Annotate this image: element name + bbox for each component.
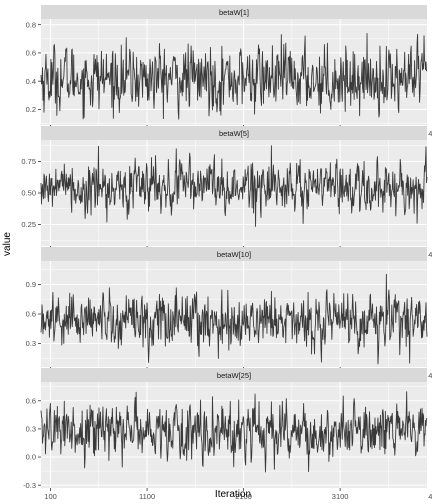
facet-strip-label: betaW[1]: [219, 8, 249, 17]
y-tick-label: -0.3: [23, 481, 36, 490]
x-tick-label: 2100: [235, 492, 252, 501]
facet-strip: [41, 247, 427, 261]
trace-line: [40, 32, 428, 120]
x-tick-label: 3100: [332, 492, 349, 501]
x-tick-label: 4100: [428, 250, 432, 259]
trace-line: [40, 273, 428, 365]
facet-strip-label: betaW[5]: [219, 129, 249, 138]
facet-4: betaW[25] -0.3 0.0 0.3 0.6 100 1100 2100 3100 410…: [23, 368, 432, 501]
facet-strip-label: betaW[10]: [217, 250, 251, 259]
y-tick-label: 0.2: [26, 105, 36, 114]
y-tick-label: 0.50: [21, 189, 36, 198]
facet-3: betaW[10]0.30.60.91001100210031004100: [26, 247, 432, 380]
y-tick-label: 0.0: [26, 453, 36, 462]
y-tick-label: 0.3: [26, 339, 36, 348]
y-tick-label: 0.25: [21, 220, 36, 229]
x-tick-label: 100: [44, 492, 57, 501]
facet-strip: [41, 368, 427, 382]
x-axis-title: Iteration: [215, 489, 251, 500]
y-tick-label: 0.75: [21, 157, 36, 166]
x-tick-label: 1100: [139, 492, 155, 501]
trace-line: [40, 391, 428, 473]
y-tick-label: 0.4: [26, 77, 36, 86]
facet-strip-label: betaW[25]: [217, 371, 251, 380]
facet-panels: betaW[1]0.20.40.60.81001100210031004100b…: [21, 5, 432, 501]
trace-line: [40, 145, 428, 227]
y-tick-label: 0.6: [26, 310, 36, 319]
y-tick-label: 0.9: [26, 280, 36, 289]
facet-1: betaW[1]0.20.40.60.81001100210031004100: [26, 5, 432, 138]
facet-strip: [41, 5, 427, 19]
facet-strip: [41, 126, 427, 140]
facet-2: betaW[5]0.250.500.751001100210031004100: [21, 126, 432, 259]
y-tick-label: 0.3: [26, 425, 36, 434]
y-axis-title: value: [2, 232, 13, 256]
x-tick-label: 4100: [428, 371, 432, 380]
x-tick-label: 4100: [428, 129, 432, 138]
y-tick-label: 0.6: [26, 49, 36, 58]
y-tick-label: 0.8: [26, 20, 36, 29]
x-tick-label: 4100: [428, 492, 432, 501]
y-tick-label: 0.6: [26, 396, 36, 405]
